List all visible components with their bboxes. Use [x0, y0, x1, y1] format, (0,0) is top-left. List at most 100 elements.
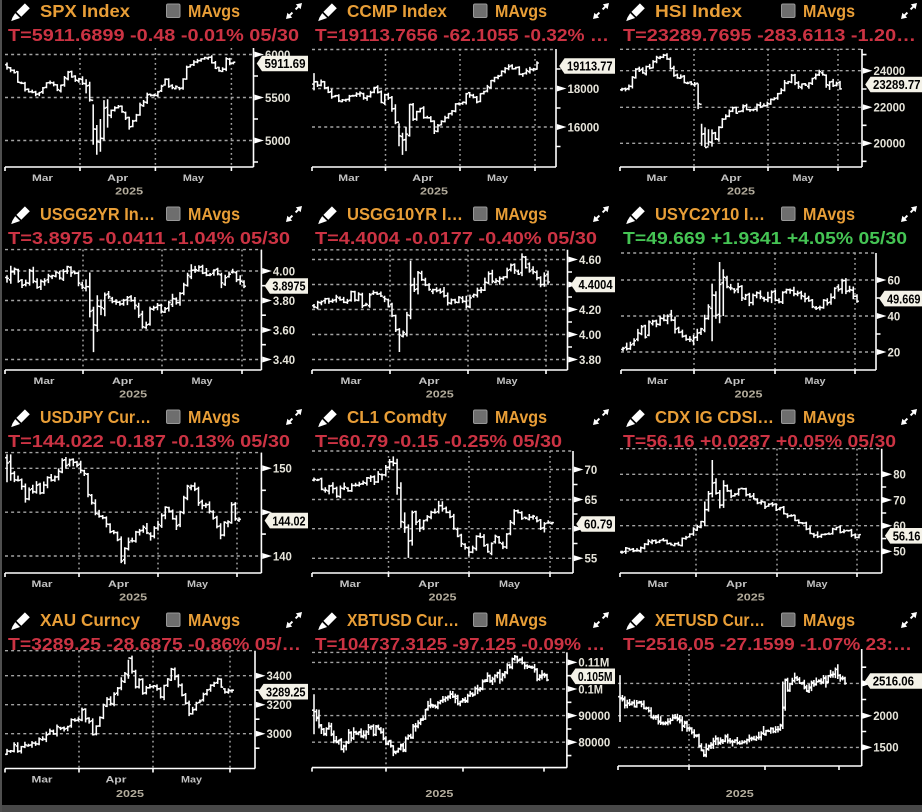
svg-text:T=56.16 +0.0287 +0.05% 05/30: T=56.16 +0.0287 +0.05% 05/30: [623, 431, 896, 451]
svg-text:4.4004: 4.4004: [579, 278, 613, 292]
svg-text:2025: 2025: [736, 593, 764, 604]
svg-text:2025: 2025: [426, 390, 454, 401]
svg-text:MAvgs: MAvgs: [188, 407, 240, 427]
svg-text:MAvgs: MAvgs: [803, 204, 855, 224]
svg-text:80000: 80000: [579, 738, 611, 750]
svg-text:Apr: Apr: [107, 173, 129, 183]
svg-text:20000: 20000: [873, 139, 905, 151]
svg-text:Apr: Apr: [106, 775, 128, 785]
svg-text:19113.77: 19113.77: [567, 60, 613, 74]
svg-text:Apr: Apr: [720, 173, 742, 183]
svg-text:22000: 22000: [873, 103, 905, 115]
svg-text:Apr: Apr: [112, 376, 134, 386]
svg-text:May: May: [497, 376, 519, 386]
svg-text:2516.06: 2516.06: [872, 675, 913, 689]
svg-text:Mar: Mar: [647, 376, 669, 386]
svg-text:Apr: Apr: [724, 376, 746, 386]
svg-text:T=60.79 -0.15 -0.25% 05/30: T=60.79 -0.15 -0.25% 05/30: [315, 431, 562, 451]
svg-text:4.20: 4.20: [579, 305, 601, 317]
svg-text:40: 40: [887, 311, 900, 323]
svg-text:3.60: 3.60: [273, 325, 295, 337]
svg-text:55: 55: [585, 554, 598, 566]
svg-text:1500: 1500: [873, 743, 898, 755]
svg-text:5000: 5000: [265, 136, 290, 148]
svg-text:Mar: Mar: [647, 579, 669, 589]
svg-text:MAvgs: MAvgs: [495, 407, 547, 427]
svg-text:Apr: Apr: [108, 579, 130, 589]
svg-text:2025: 2025: [725, 789, 753, 800]
svg-text:0.11M: 0.11M: [579, 658, 610, 670]
svg-text:CL1 Comdty: CL1 Comdty: [347, 407, 447, 427]
svg-text:Apr: Apr: [413, 173, 435, 183]
svg-text:Mar: Mar: [340, 579, 362, 589]
svg-text:3289.25: 3289.25: [266, 685, 306, 699]
svg-text:USYC2Y10 I…: USYC2Y10 I…: [655, 204, 765, 224]
svg-text:4.00: 4.00: [579, 330, 601, 342]
svg-text:4.00: 4.00: [273, 266, 295, 278]
svg-text:Mar: Mar: [341, 376, 363, 386]
svg-text:CDX IG CDSI…: CDX IG CDSI…: [655, 407, 774, 427]
svg-text:HSI Index: HSI Index: [655, 1, 742, 21]
svg-text:Apr: Apr: [726, 579, 748, 589]
svg-text:MAvgs: MAvgs: [495, 204, 547, 224]
svg-text:MAvgs: MAvgs: [188, 1, 240, 21]
svg-text:3000: 3000: [267, 729, 292, 741]
svg-text:CCMP Index: CCMP Index: [347, 1, 447, 21]
svg-text:5500: 5500: [265, 93, 290, 105]
svg-text:T=144.022 -0.187 -0.13% 05/30: T=144.022 -0.187 -0.13% 05/30: [8, 431, 290, 451]
svg-text:MAvgs: MAvgs: [803, 1, 855, 21]
svg-text:2025: 2025: [426, 789, 454, 800]
svg-text:MAvgs: MAvgs: [495, 1, 547, 21]
svg-text:T=19113.7656 -62.1055 -0.32% …: T=19113.7656 -62.1055 -0.32% …: [315, 25, 609, 45]
svg-text:3.40: 3.40: [273, 355, 295, 367]
svg-text:2025: 2025: [727, 187, 755, 198]
svg-text:2025: 2025: [429, 593, 457, 604]
svg-text:T=3.8975 -0.0411 -1.04% 05/30: T=3.8975 -0.0411 -1.04% 05/30: [8, 228, 290, 248]
svg-text:4.60: 4.60: [579, 255, 601, 267]
svg-text:0.105M: 0.105M: [578, 670, 613, 684]
svg-text:2025: 2025: [115, 187, 143, 198]
svg-text:49.669: 49.669: [887, 292, 921, 306]
svg-text:23289.77: 23289.77: [873, 78, 921, 92]
svg-text:T=5911.6899 -0.48 -0.01% 05/30: T=5911.6899 -0.48 -0.01% 05/30: [8, 25, 299, 45]
svg-text:140: 140: [273, 551, 292, 563]
svg-text:60.79: 60.79: [584, 518, 613, 532]
svg-text:2025: 2025: [119, 593, 147, 604]
svg-text:2025: 2025: [119, 390, 147, 401]
svg-text:56.16: 56.16: [892, 530, 920, 544]
svg-text:May: May: [792, 173, 814, 183]
svg-text:Mar: Mar: [32, 173, 54, 183]
svg-text:150: 150: [273, 464, 292, 476]
svg-text:T=23289.7695 -283.6113 -1.20…: T=23289.7695 -283.6113 -1.20…: [623, 25, 916, 45]
svg-text:MAvgs: MAvgs: [803, 407, 855, 427]
svg-text:70: 70: [585, 465, 598, 477]
svg-text:50: 50: [893, 547, 906, 559]
svg-text:SPX Index: SPX Index: [40, 1, 130, 21]
svg-text:T=104737.3125 -97.125 -0.09% …: T=104737.3125 -97.125 -0.09% …: [315, 634, 605, 654]
svg-text:Mar: Mar: [34, 376, 56, 386]
svg-text:24000: 24000: [873, 66, 905, 78]
svg-text:3200: 3200: [267, 700, 292, 712]
svg-text:Mar: Mar: [32, 579, 54, 589]
svg-text:USGG10YR I…: USGG10YR I…: [347, 204, 463, 224]
svg-text:70: 70: [893, 495, 906, 507]
svg-text:3.80: 3.80: [579, 355, 601, 367]
svg-text:65: 65: [585, 495, 598, 507]
svg-text:2025: 2025: [420, 187, 448, 198]
svg-text:XETUSD Cur…: XETUSD Cur…: [655, 610, 765, 630]
svg-text:5911.69: 5911.69: [265, 57, 306, 71]
svg-text:60: 60: [887, 275, 900, 287]
svg-text:18000: 18000: [568, 84, 600, 96]
svg-text:2025: 2025: [116, 789, 144, 800]
svg-text:XBTUSD Cur…: XBTUSD Cur…: [347, 610, 459, 630]
svg-text:May: May: [181, 775, 203, 785]
svg-text:May: May: [806, 579, 828, 589]
svg-text:MAvgs: MAvgs: [495, 610, 547, 630]
svg-text:0.1M: 0.1M: [579, 684, 604, 696]
svg-text:T=3289.25 -28.6875 -0.86% 05/…: T=3289.25 -28.6875 -0.86% 05/…: [8, 634, 301, 654]
svg-text:MAvgs: MAvgs: [188, 610, 240, 630]
svg-text:May: May: [192, 376, 214, 386]
svg-text:Apr: Apr: [419, 579, 441, 589]
svg-text:T=4.4004 -0.0177 -0.40% 05/30: T=4.4004 -0.0177 -0.40% 05/30: [315, 228, 597, 248]
svg-text:3.8975: 3.8975: [272, 280, 305, 294]
